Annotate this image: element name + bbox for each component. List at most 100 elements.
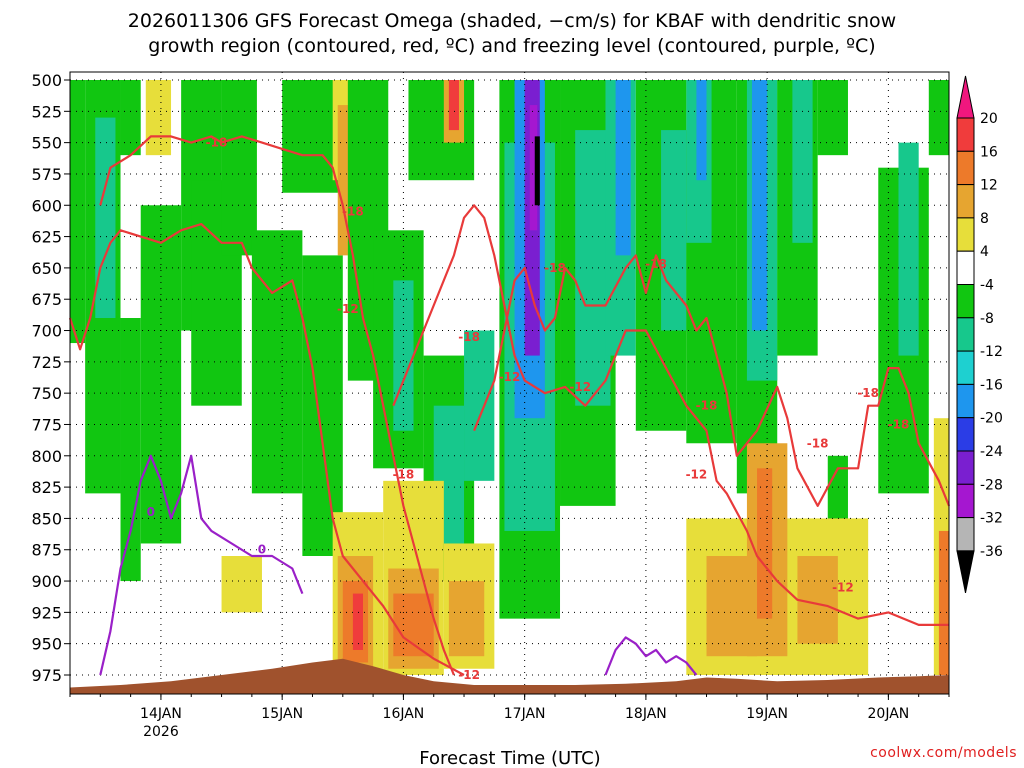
omega-cell (757, 468, 773, 619)
y-tick-label: 775 (31, 415, 62, 434)
plot-area: -18 -18 -12 -18 -12 -12 -18 -18 -18 -12 -18 -12 -18 -… (68, 71, 951, 695)
x-tick-label: 20JAN (868, 706, 910, 722)
omega-cell (145, 80, 172, 156)
contour-line (68, 223, 465, 676)
x-tick-label: 14JAN (140, 706, 182, 722)
contour-label: -12 (458, 668, 480, 682)
omega-cell (898, 142, 919, 356)
colorbar-label: -36 (980, 544, 1003, 560)
colorbar-bottom-arrow (956, 550, 975, 593)
colorbar-segment (956, 117, 975, 152)
contour-label: -18 (888, 417, 910, 431)
credit-link[interactable]: coolwx.com/models (870, 745, 1017, 761)
colorbar-label: 8 (980, 211, 989, 227)
contour-label: 0 (258, 543, 266, 557)
contour-line (392, 204, 949, 627)
omega-cell (448, 80, 459, 131)
omega-cell (817, 80, 848, 156)
omega-cell (448, 581, 485, 657)
omega-cell (251, 230, 303, 494)
omega-cell (302, 255, 343, 557)
omega-cell (70, 80, 86, 344)
contour-label: -18 (458, 330, 480, 344)
contour-label: -18 (342, 205, 364, 219)
colorbar-segment (956, 250, 975, 285)
contour-labels: -18 -18 -12 -18 -12 -12 -18 -18 -18 -12 -18 -12 -18 -… (147, 136, 910, 682)
omega-cell (661, 130, 687, 331)
chart-title-line2: growth region (contoured, red, ºC) and f… (148, 35, 875, 57)
y-tick-label: 500 (31, 71, 62, 90)
contour-line (99, 135, 455, 676)
contour-label: -12 (832, 580, 854, 594)
contour-line (473, 254, 951, 507)
colorbar: 20 16 12 8 4 -4 -8 -12 -16 -20 -24 -28 -32 -36 (956, 75, 1003, 593)
x-tick-label: 15JAN (261, 706, 303, 722)
colorbar-segment (956, 317, 975, 352)
colorbar-segment (956, 150, 975, 186)
y-tick-label: 975 (31, 666, 62, 685)
colorbar-segment (956, 217, 975, 252)
y-tick-label: 725 (31, 353, 62, 372)
colorbar-label: -12 (980, 344, 1003, 360)
colorbar-segment (956, 284, 975, 319)
colorbar-segment (956, 383, 975, 419)
contour-label: -12 (686, 468, 708, 482)
y-tick-label: 625 (31, 228, 62, 247)
x-tick-label: 19JAN (746, 706, 788, 722)
omega-cell (408, 80, 475, 181)
colorbar-label: -32 (980, 511, 1003, 527)
omega-cell (393, 593, 434, 657)
contour-line (604, 636, 698, 676)
contour-label: -12 (337, 302, 359, 316)
y-tick-label: 800 (31, 447, 62, 466)
omega-cell (352, 593, 363, 650)
x-tick-sublabel: 2026 (143, 724, 179, 740)
x-tick-label: 18JAN (625, 706, 667, 722)
colorbar-top-arrow (956, 75, 975, 119)
contour-label: -18 (206, 136, 228, 150)
contour-label: -12 (569, 380, 591, 394)
y-tick-label: 700 (31, 322, 62, 341)
contour-label: -18 (645, 257, 667, 271)
colorbar-segment (956, 184, 975, 219)
colorbar-label: -20 (980, 411, 1003, 427)
colorbar-label: -24 (980, 444, 1003, 460)
y-tick-label: 825 (31, 478, 62, 497)
colorbar-label: 4 (980, 244, 989, 260)
y-tick-label: 575 (31, 165, 62, 184)
omega-cell (797, 556, 838, 644)
omega-cell (534, 136, 540, 206)
chart-title-line1: 2026011306 GFS Forecast Omega (shaded, −… (128, 10, 896, 32)
contour-label: 0 (147, 505, 155, 519)
omega-shading (70, 80, 949, 675)
contour-lines (68, 135, 951, 676)
terrain-fill (70, 658, 949, 694)
contour-label: -18 (696, 399, 718, 413)
colorbar-segment (956, 417, 975, 452)
colorbar-label: -16 (980, 377, 1003, 393)
colorbar-segment (956, 483, 975, 519)
y-tick-label: 950 (31, 635, 62, 654)
colorbar-label: 20 (980, 111, 998, 127)
omega-cell (221, 80, 257, 256)
omega-cell (120, 318, 141, 582)
colorbar-label: -8 (980, 311, 994, 327)
x-axis-ticks: 14JAN 2026 15JAN 16JAN 17JAN 18JAN 19JAN 20JAN (69, 694, 950, 740)
y-tick-label: 750 (31, 384, 62, 403)
terrain-surface (70, 658, 949, 694)
dotted-grid (70, 72, 949, 694)
colorbar-label: 12 (980, 178, 998, 194)
omega-cell (221, 556, 262, 613)
y-tick-label: 925 (31, 603, 62, 622)
x-axis-label: Forecast Time (UTC) (419, 748, 600, 768)
omega-cell (751, 80, 768, 331)
omega-cell (928, 80, 949, 156)
omega-cell (529, 105, 538, 231)
x-tick-label: 17JAN (504, 706, 546, 722)
omega-cell (938, 530, 949, 675)
contour-label: -18 (393, 468, 415, 482)
colorbar-segment (956, 450, 975, 485)
omega-cell (120, 80, 141, 156)
contour-line (99, 454, 304, 676)
omega-cell (792, 80, 813, 243)
